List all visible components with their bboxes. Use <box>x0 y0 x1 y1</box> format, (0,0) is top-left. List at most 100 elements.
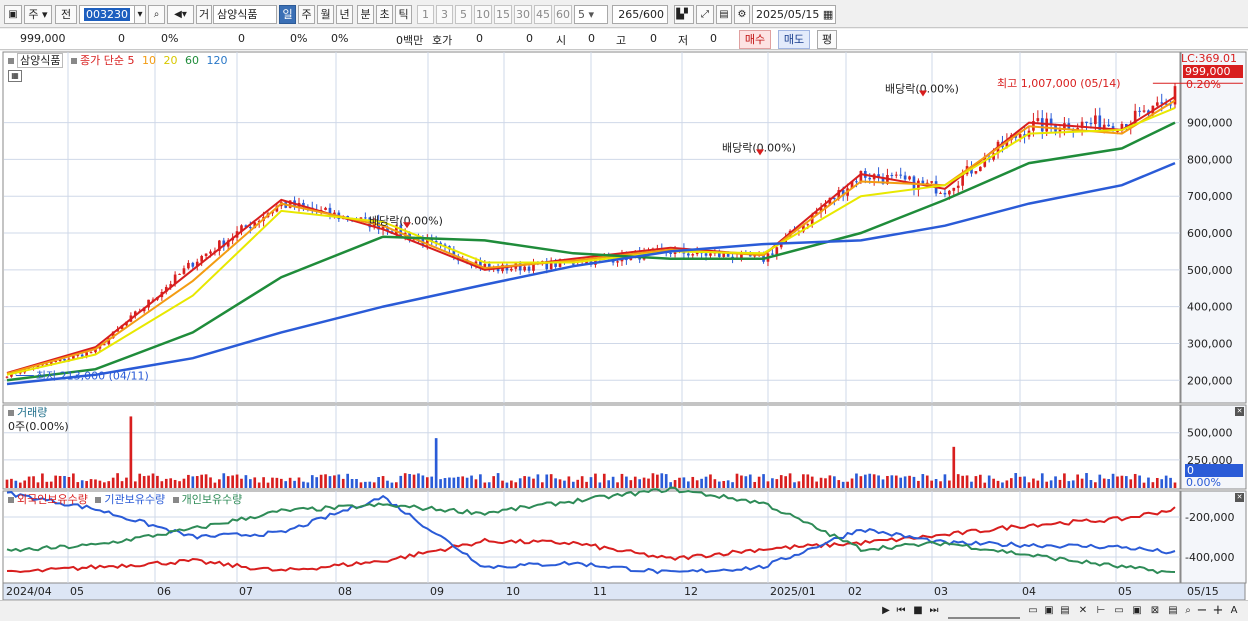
gear-icon[interactable]: ⚙ <box>734 5 750 24</box>
volume-bar <box>355 479 358 488</box>
layout-icon-5[interactable]: ▣ <box>1132 605 1142 616</box>
price-y-tick: 600,000 <box>1187 227 1233 240</box>
calendar-icon[interactable]: ▦ <box>822 8 834 21</box>
layout-icon-1[interactable]: ▭ <box>1028 605 1038 616</box>
volume-bar <box>917 480 920 488</box>
candle-body <box>483 263 487 267</box>
indicator-icon[interactable]: ⤢ <box>696 5 714 24</box>
minute-15-button[interactable]: 15 <box>494 5 512 24</box>
sell-button[interactable]: 매도 <box>778 30 810 49</box>
candle-body <box>532 261 535 271</box>
layout-icon-3[interactable]: ▤ <box>1060 605 1070 616</box>
volume-panel-close-icon[interactable]: ✕ <box>1235 407 1244 416</box>
crosshair-icon[interactable]: ✕ <box>1078 605 1088 616</box>
candle-body <box>850 181 854 189</box>
volume-bar <box>58 475 62 488</box>
period-year-tab[interactable]: 년 <box>336 5 353 24</box>
candle-body <box>434 241 438 243</box>
scroll-right-icon[interactable]: ▶ <box>882 605 890 616</box>
volume-bar <box>545 474 549 488</box>
zoom-slider[interactable] <box>948 604 1020 619</box>
period-tick-tab[interactable]: 틱 <box>395 5 412 24</box>
x-tick-label: 05 <box>1118 585 1132 598</box>
candle-body <box>45 363 49 365</box>
chart-svg[interactable]: 200,000 300,000 400,000 500,000 600,000 700,0… <box>0 51 1248 601</box>
volume-bar <box>226 476 230 488</box>
minute-3-button[interactable]: 3 <box>436 5 453 24</box>
period-day-tab[interactable]: 일 <box>279 5 296 24</box>
candle-body <box>974 171 978 174</box>
period-week-tab[interactable]: 주 <box>298 5 315 24</box>
candle-body <box>147 299 150 308</box>
chart-tools-icon[interactable]: ▙▘ <box>674 5 694 24</box>
candle-body <box>510 268 513 271</box>
candle-body <box>226 240 230 247</box>
volume-bar <box>310 475 314 488</box>
volume-bar <box>240 478 243 488</box>
volume-bar <box>788 473 792 488</box>
volume-bar <box>492 476 495 488</box>
grid-toggle-icon[interactable]: ▦ <box>8 70 22 82</box>
volume-bar <box>1023 476 1026 488</box>
scroll-last-icon[interactable]: ⏭ <box>929 605 939 616</box>
volume-bar <box>125 477 128 488</box>
volume-bar <box>607 480 611 488</box>
candle-body <box>833 197 836 199</box>
volume-bar <box>483 482 487 488</box>
volume-current-label: 0주(0.00%) <box>8 420 69 433</box>
code-input[interactable]: 003230 <box>79 5 135 24</box>
period-minute-tab[interactable]: 분 <box>357 5 374 24</box>
holding-panel-close-icon[interactable]: ✕ <box>1235 493 1244 502</box>
scroll-first-icon[interactable]: ⏮ <box>896 605 906 616</box>
candle-body <box>151 299 155 301</box>
minute-5-button[interactable]: 5 <box>455 5 472 24</box>
stop-icon[interactable]: ■ <box>913 605 923 616</box>
eval-button[interactable]: 평 <box>817 30 837 49</box>
code-dropdown-icon[interactable]: ▾ <box>134 5 146 24</box>
volume-bar <box>479 474 482 488</box>
layout-icon-7[interactable]: ▤ <box>1168 605 1178 616</box>
type-select[interactable]: 주 ▾ <box>24 5 52 24</box>
volume-bar <box>271 477 274 488</box>
period-month-tab[interactable]: 월 <box>317 5 334 24</box>
interval-select[interactable]: 5 ▾ <box>574 5 608 24</box>
mode-button[interactable]: 전 <box>55 5 77 24</box>
volume-bar <box>726 480 730 488</box>
volume-bar <box>974 476 978 488</box>
minute-1-button[interactable]: 1 <box>417 5 434 24</box>
minute-45-button[interactable]: 45 <box>534 5 552 24</box>
period-second-tab[interactable]: 초 <box>376 5 393 24</box>
search-icon[interactable]: ⌕ <box>148 5 165 24</box>
bars-count-field[interactable]: 265/600 <box>612 5 668 24</box>
zoom-out-icon[interactable]: − <box>1196 603 1208 618</box>
candle-body <box>518 263 522 271</box>
ma-line-5 <box>6 95 1176 374</box>
minute-10-button[interactable]: 10 <box>474 5 492 24</box>
font-size-icon[interactable]: A <box>1230 605 1238 616</box>
date-input[interactable]: 2025/05/15 ▦ <box>752 5 836 24</box>
chart-area[interactable]: 200,000 300,000 400,000 500,000 600,000 700,0… <box>0 51 1248 621</box>
minute-30-button[interactable]: 30 <box>514 5 532 24</box>
volume-bar <box>939 481 942 488</box>
volume-bar <box>1155 477 1159 488</box>
volume-bar <box>111 477 115 488</box>
zoom-in-icon[interactable]: + <box>1212 603 1224 618</box>
legend-marker <box>70 57 77 64</box>
buy-button[interactable]: 매수 <box>739 30 771 49</box>
candle-body <box>288 200 292 208</box>
volume-bar <box>412 474 416 488</box>
candle-body <box>218 240 221 251</box>
candle-body <box>868 177 872 180</box>
save-icon[interactable]: ▤ <box>716 5 732 24</box>
layout-icon-4[interactable]: ▭ <box>1114 605 1124 616</box>
magnifier-icon[interactable]: ⌕ <box>1185 605 1191 616</box>
minute-60-button[interactable]: 60 <box>554 5 572 24</box>
ruler-icon[interactable]: ⊢ <box>1096 605 1106 616</box>
volume-bar <box>182 478 186 488</box>
speaker-icon[interactable]: ◀▾ <box>167 5 194 24</box>
layout-icon-2[interactable]: ▣ <box>1044 605 1054 616</box>
candle-body <box>173 274 177 285</box>
candle-body <box>399 225 403 236</box>
window-menu-icon[interactable]: ▣ <box>4 5 22 24</box>
layout-icon-6[interactable]: ⊠ <box>1150 605 1160 616</box>
